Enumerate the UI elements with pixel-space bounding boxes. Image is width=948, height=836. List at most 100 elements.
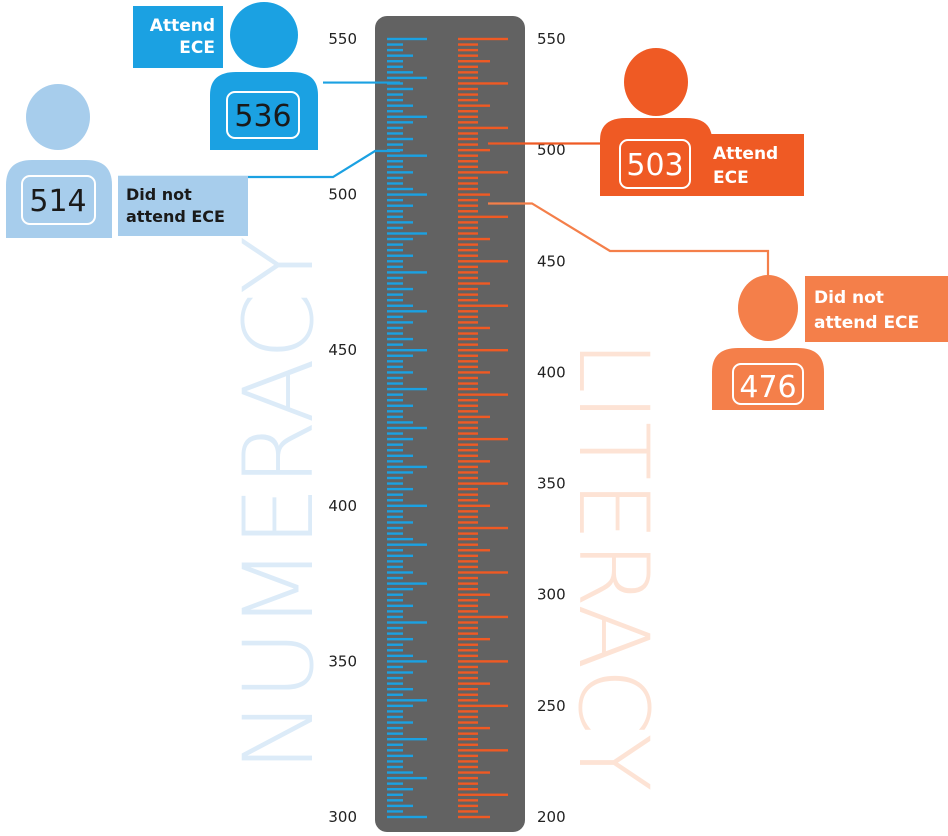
numeracy-tick-mark	[387, 332, 403, 335]
numeracy-tick-mark	[387, 193, 427, 196]
numeracy-tick-mark	[387, 287, 413, 291]
numeracy-tick-mark	[387, 582, 427, 585]
numeracy-attend-label-line2: ECE	[179, 38, 215, 58]
literacy-tick-mark	[458, 171, 508, 174]
literacy-tick-mark	[458, 599, 478, 602]
literacy-tick-mark	[458, 221, 478, 224]
numeracy-not-attend-marker: 514 Did not attend ECE	[6, 84, 248, 238]
literacy-tick-mark	[458, 54, 478, 57]
numeracy-tick-mark	[387, 410, 403, 413]
literacy-tick-mark	[458, 71, 478, 74]
literacy-tick-mark	[458, 121, 478, 124]
numeracy-tick-mark	[387, 371, 413, 374]
literacy-tick-mark	[458, 276, 478, 280]
literacy-attend-marker: 503 Attend ECE	[600, 48, 804, 196]
numeracy-tick-mark	[387, 626, 403, 630]
numeracy-tick-mark	[387, 354, 413, 357]
numeracy-tick-mark	[387, 738, 427, 741]
literacy-tick-mark	[458, 721, 478, 724]
literacy-tick-mark	[458, 626, 478, 630]
literacy-tick-mark	[458, 232, 478, 235]
literacy-tick-mark	[458, 399, 478, 402]
person-icon	[600, 48, 712, 196]
literacy-tick-mark	[458, 543, 478, 546]
literacy-tick-mark	[458, 115, 478, 118]
literacy-tick-mark	[458, 43, 478, 46]
numeracy-attend-label-box	[133, 6, 223, 68]
scale-bar	[375, 16, 525, 832]
literacy-tick-mark	[458, 532, 478, 535]
literacy-tick-mark	[458, 671, 478, 674]
numeracy-tick-label: 500	[328, 186, 357, 204]
literacy-tick-mark	[458, 193, 490, 196]
literacy-tick-mark	[458, 754, 478, 758]
numeracy-tick-mark	[387, 176, 403, 180]
literacy-tick-mark	[458, 254, 478, 257]
literacy-tick-mark	[458, 810, 478, 813]
literacy-tick-mark	[458, 82, 508, 85]
numeracy-tick-mark	[387, 271, 427, 274]
numeracy-tick-mark	[387, 454, 413, 457]
literacy-tick-mark	[458, 499, 478, 502]
literacy-tick-label: 350	[537, 475, 566, 493]
literacy-tick-mark	[458, 693, 478, 696]
literacy-tick-mark	[458, 321, 478, 324]
literacy-tick-mark	[458, 526, 508, 530]
literacy-tick-mark	[458, 354, 478, 357]
literacy-tick-mark	[458, 699, 478, 702]
literacy-tick-mark	[458, 265, 478, 269]
person-icon	[6, 84, 112, 238]
numeracy-tick-mark	[387, 532, 403, 535]
numeracy-tick-mark	[387, 226, 403, 230]
literacy-tick-mark	[458, 687, 478, 691]
numeracy-tick-mark	[387, 87, 413, 91]
numeracy-tick-mark	[387, 93, 403, 96]
numeracy-tick-mark	[387, 643, 403, 646]
numeracy-tick-label: 550	[328, 30, 357, 48]
literacy-tick-label: 250	[537, 697, 566, 715]
literacy-tick-mark	[458, 93, 478, 96]
literacy-tick-mark	[458, 215, 508, 219]
numeracy-tick-mark	[387, 704, 413, 708]
literacy-tick-mark	[458, 132, 478, 135]
literacy-attend-label-box	[705, 134, 804, 196]
literacy-tick-label: 500	[537, 141, 566, 159]
numeracy-tick-mark	[387, 760, 403, 763]
literacy-tick-mark	[458, 571, 508, 574]
numeracy-tick-mark	[387, 726, 403, 730]
literacy-tick-mark	[458, 621, 478, 624]
numeracy-not-attend-connector	[118, 149, 400, 179]
numeracy-tick-mark	[387, 98, 403, 102]
numeracy-tick-marks	[387, 37, 427, 819]
numeracy-tick-mark	[387, 776, 427, 780]
numeracy-tick-mark	[387, 310, 427, 313]
numeracy-tick-mark	[387, 682, 403, 685]
numeracy-tick-mark	[387, 537, 413, 541]
numeracy-tick-mark	[387, 676, 403, 680]
literacy-tick-mark	[458, 298, 478, 302]
literacy-tick-mark	[458, 154, 478, 157]
numeracy-tick-mark	[387, 515, 403, 519]
literacy-tick-mark	[458, 649, 478, 652]
literacy-tick-mark	[458, 343, 478, 346]
literacy-tick-mark	[458, 371, 490, 374]
literacy-tick-mark	[458, 349, 508, 352]
numeracy-tick-mark	[387, 604, 413, 608]
literacy-tick-mark	[458, 332, 478, 335]
literacy-tick-mark	[458, 476, 478, 480]
numeracy-tick-mark	[387, 54, 413, 57]
numeracy-tick-mark	[387, 48, 403, 52]
literacy-tick-mark	[458, 632, 478, 635]
literacy-tick-mark	[458, 665, 478, 669]
numeracy-tick-mark	[387, 793, 403, 796]
numeracy-tick-mark	[387, 237, 413, 241]
literacy-tick-mark	[458, 337, 478, 341]
literacy-not-attend-connector	[488, 202, 770, 276]
numeracy-tick-mark	[387, 732, 403, 735]
numeracy-tick-mark	[387, 599, 403, 602]
numeracy-tick-mark	[387, 788, 413, 791]
numeracy-tick-mark	[387, 171, 413, 174]
literacy-tick-mark	[458, 387, 478, 391]
literacy-tick-mark	[458, 715, 478, 719]
